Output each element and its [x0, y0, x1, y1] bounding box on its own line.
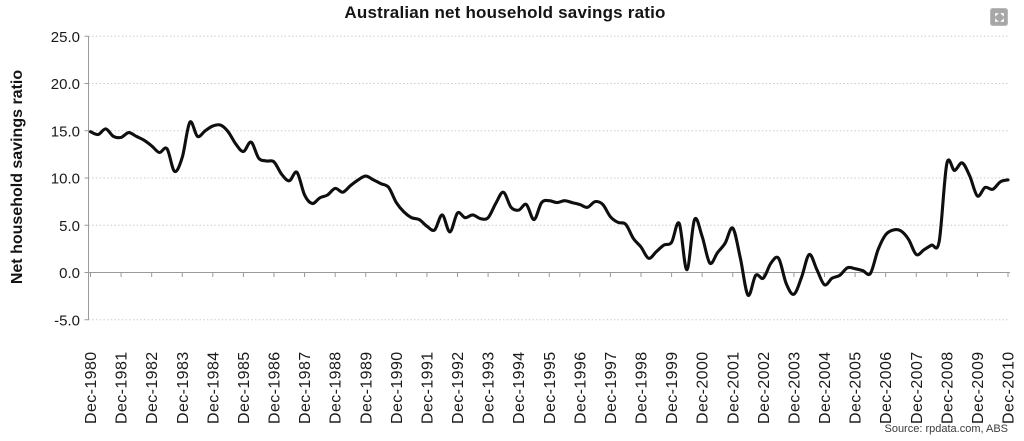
y-tick-label: 15.0 — [51, 123, 80, 140]
x-axis-labels: Dec-1980 Dec-1981 Dec-1982 Dec-1983 Dec-1984… — [83, 351, 1018, 424]
x-tick-label: Dec-1995 — [542, 351, 559, 424]
y-tick-label: -5.0 — [54, 312, 80, 329]
source-note: Source: rpdata.com, ABS — [884, 423, 1008, 435]
x-tick-label: Dec-1987 — [297, 351, 314, 424]
x-tick-label: Dec-2006 — [878, 351, 895, 424]
x-tick-label: Dec-2002 — [756, 351, 773, 424]
x-tick-label: Dec-1999 — [664, 351, 681, 424]
x-tick-label: Dec-1992 — [450, 351, 467, 424]
x-tick-label: Dec-2009 — [970, 351, 987, 424]
x-tick-label: Dec-2003 — [786, 351, 803, 424]
chart-title: Australian net household savings ratio — [344, 3, 666, 22]
x-tick-label: Dec-1980 — [83, 351, 100, 424]
y-axis — [84, 35, 89, 321]
y-tick-label: 20.0 — [51, 76, 80, 93]
x-tick-label: Dec-2008 — [939, 351, 956, 424]
y-tick-label: 0.0 — [59, 265, 80, 282]
x-tick-label: Dec-2001 — [725, 351, 742, 424]
gridlines — [88, 35, 1010, 321]
x-tick-label: Dec-1993 — [481, 351, 498, 424]
x-tick-label: Dec-1986 — [267, 351, 284, 424]
y-axis-labels: 25.0 20.0 15.0 10.0 5.0 0.0 -5.0 — [51, 29, 80, 330]
x-tick-label: Dec-1994 — [511, 351, 528, 424]
x-tick-label: Dec-1982 — [144, 351, 161, 424]
x-tick-label: Dec-1989 — [358, 351, 375, 424]
x-tick-label: Dec-2004 — [817, 351, 834, 424]
expand-arrows-icon — [994, 12, 1004, 22]
x-tick-label: Dec-1991 — [419, 351, 436, 424]
x-tick-label: Dec-1996 — [572, 351, 589, 424]
expand-button[interactable] — [990, 8, 1008, 26]
y-tick-label: 5.0 — [59, 218, 80, 235]
x-tick-label: Dec-1997 — [603, 351, 620, 424]
x-tick-label: Dec-1981 — [114, 351, 131, 424]
y-tick-label: 10.0 — [51, 171, 80, 188]
savings-ratio-line — [88, 120, 1010, 297]
x-tick-label: Dec-1990 — [389, 351, 406, 424]
x-tick-label: Dec-1984 — [205, 351, 222, 424]
x-tick-label: Dec-1988 — [328, 351, 345, 424]
x-axis — [88, 272, 1010, 277]
x-tick-label: Dec-2005 — [848, 351, 865, 424]
x-tick-label: Dec-1985 — [236, 351, 253, 424]
y-tick-label: 25.0 — [51, 29, 80, 46]
x-tick-label: Dec-2007 — [909, 351, 926, 424]
x-tick-label: Dec-1998 — [634, 351, 651, 424]
x-tick-label: Dec-2010 — [1001, 351, 1018, 424]
x-tick-label: Dec-1983 — [175, 351, 192, 424]
x-tick-label: Dec-2000 — [695, 351, 712, 424]
